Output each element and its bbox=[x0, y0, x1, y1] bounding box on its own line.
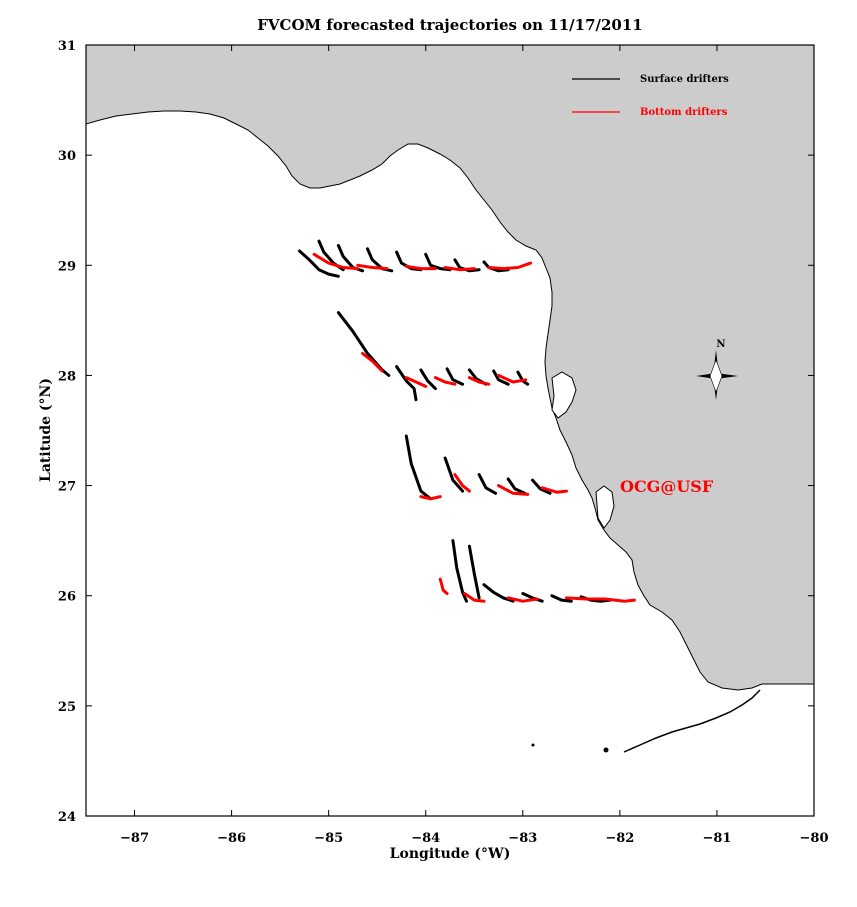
y-tick-label: 30 bbox=[58, 149, 76, 164]
land-layer bbox=[86, 45, 814, 753]
x-tick-label: −85 bbox=[314, 831, 343, 846]
bottom-drifter-trajectory bbox=[438, 577, 449, 595]
bottom-drifter-trajectory bbox=[419, 495, 442, 501]
bottom-drifter-trajectory bbox=[506, 596, 539, 603]
land-mass bbox=[86, 45, 814, 691]
bottom-drifter-trajectory bbox=[404, 264, 437, 271]
surface-drifter-trajectory bbox=[445, 367, 465, 386]
bottom-drifter-trajectory bbox=[540, 486, 568, 494]
surface-drifter-trajectory bbox=[482, 583, 515, 603]
surface-drifter-trajectory bbox=[419, 368, 437, 391]
charlotte-harbor bbox=[595, 485, 615, 529]
x-tick-label: −82 bbox=[605, 831, 634, 846]
surface-drifter-trajectory bbox=[477, 473, 498, 495]
surface-drifter-trajectory bbox=[424, 252, 452, 272]
bottom-drifter-trajectory bbox=[463, 592, 486, 603]
surface-drifter-trajectory bbox=[467, 544, 481, 600]
bottom-drifter-trajectory bbox=[433, 376, 457, 386]
trajectory-layer bbox=[298, 239, 636, 603]
bottom-drifter-trajectory bbox=[497, 373, 528, 384]
surface-drifter-trajectory bbox=[336, 311, 391, 377]
legend-surface-label: Surface drifters bbox=[640, 74, 729, 85]
x-tick-label: −80 bbox=[800, 831, 829, 846]
bottom-drifter-trajectory bbox=[312, 252, 360, 271]
dry-tortugas bbox=[603, 747, 609, 753]
y-tick-label: 28 bbox=[58, 369, 76, 384]
x-tick-label: −86 bbox=[217, 831, 246, 846]
x-axis-label: Longitude (°W) bbox=[390, 846, 511, 862]
florida-keys bbox=[623, 689, 761, 753]
y-tick-label: 29 bbox=[58, 259, 76, 274]
bottom-drifter-trajectory bbox=[356, 263, 389, 271]
surface-drifter-trajectory bbox=[298, 249, 340, 278]
watermark-text: OCG@USF bbox=[620, 477, 714, 496]
surface-drifter-trajectory bbox=[492, 369, 510, 386]
bottom-drifter-trajectory bbox=[453, 473, 471, 493]
surface-drifter-trajectory bbox=[443, 456, 465, 493]
y-tick-label: 26 bbox=[58, 590, 76, 605]
y-axis-label: Latitude (°N) bbox=[38, 378, 54, 482]
legend: Surface drifters Bottom drifters bbox=[572, 74, 729, 118]
y-tick-label: 27 bbox=[58, 480, 76, 495]
chart-title: FVCOM forecasted trajectories on 11/17/2… bbox=[257, 16, 643, 34]
plot-frame bbox=[85, 44, 815, 817]
tampa-bay bbox=[551, 371, 577, 419]
legend-bottom-label: Bottom drifters bbox=[640, 107, 728, 118]
bottom-drifter-trajectory bbox=[467, 376, 491, 386]
bottom-drifter-trajectory bbox=[565, 596, 636, 603]
x-tick-label: −87 bbox=[120, 831, 149, 846]
x-tick-label: −81 bbox=[702, 831, 731, 846]
surface-drifter-trajectory bbox=[531, 478, 552, 495]
north-arrow-icon: N bbox=[696, 339, 738, 400]
surface-drifter-trajectory bbox=[404, 434, 433, 501]
bottom-drifter-trajectory bbox=[404, 376, 428, 388]
y-tick-label: 24 bbox=[58, 810, 76, 825]
bottom-drifter-trajectory bbox=[361, 351, 384, 373]
north-label: N bbox=[716, 339, 725, 350]
surface-drifter-trajectory bbox=[451, 539, 468, 603]
surface-drifter-trajectory bbox=[506, 477, 527, 495]
bottom-drifter-trajectory bbox=[497, 484, 530, 496]
surface-drifter-trajectory bbox=[521, 592, 544, 603]
bottom-drifter-trajectory bbox=[487, 261, 533, 271]
y-tick-label: 31 bbox=[58, 39, 76, 54]
y-tick-label: 25 bbox=[58, 700, 76, 715]
small-islet bbox=[531, 743, 535, 747]
surface-drifter-trajectory bbox=[550, 594, 573, 603]
surface-drifter-trajectory bbox=[395, 365, 418, 402]
x-tick-label: −83 bbox=[508, 831, 537, 846]
axis-ticks: −87 −86 −85 −84 −83 −82 −81 −80 24 25 26 27 28 29 30 31 bbox=[58, 39, 829, 846]
x-tick-label: −84 bbox=[411, 831, 440, 846]
bottom-drifter-trajectory bbox=[443, 266, 476, 272]
